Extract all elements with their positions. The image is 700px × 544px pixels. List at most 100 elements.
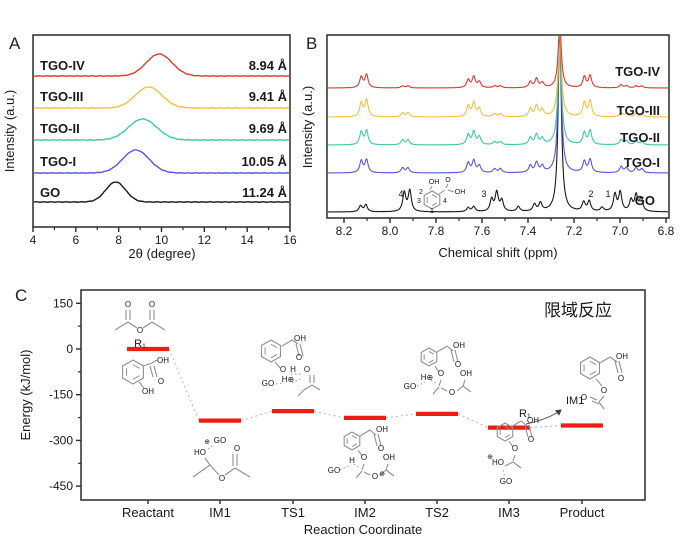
structure-label: O bbox=[581, 393, 587, 402]
structure-label: R₁ bbox=[134, 338, 146, 350]
bond bbox=[524, 424, 529, 438]
structure-label: O bbox=[601, 386, 607, 395]
structure-label: O bbox=[149, 300, 155, 309]
panel-b-letter: B bbox=[306, 34, 317, 53]
inset-structure-label: OH bbox=[455, 189, 466, 196]
level-connector bbox=[168, 348, 200, 421]
structure-label: O bbox=[158, 377, 164, 386]
r1-leaving-label: R₁ bbox=[519, 408, 531, 420]
series-label-TGO-IV: TGO-IV bbox=[40, 58, 85, 73]
structure-label: OH bbox=[616, 352, 628, 361]
x-tick-label: 12 bbox=[198, 233, 212, 247]
structure-label: O bbox=[618, 374, 624, 383]
hydrogen-bond bbox=[291, 377, 303, 384]
ring-inner-bond bbox=[132, 375, 140, 380]
bond bbox=[385, 469, 395, 477]
panel-b-xlabel: Chemical shift (ppm) bbox=[438, 245, 557, 260]
ring-inner-bond bbox=[132, 364, 140, 369]
bond bbox=[510, 420, 522, 428]
x-tick-label: 6 bbox=[72, 233, 79, 247]
category-label-Product: Product bbox=[560, 505, 605, 520]
inset-bond bbox=[438, 189, 446, 195]
structure-label: ⊕ bbox=[487, 454, 493, 461]
nmr-curves bbox=[328, 36, 668, 213]
confined-reaction-annotation: 限域反应 bbox=[544, 301, 612, 320]
series-label-GO: GO bbox=[40, 185, 60, 200]
bond bbox=[379, 469, 387, 476]
panel-a-letter: A bbox=[9, 34, 21, 53]
structure-label: O bbox=[234, 444, 240, 453]
bond bbox=[508, 440, 514, 448]
inset-structure-label: 1 bbox=[430, 208, 434, 215]
y-tick-label: -450 bbox=[49, 479, 73, 493]
structure-label: O bbox=[449, 388, 455, 397]
bond bbox=[614, 360, 619, 374]
bond bbox=[295, 343, 300, 357]
bond bbox=[153, 365, 158, 378]
panel-a-ylabel: Intensity (a.u.) bbox=[2, 90, 17, 172]
bond bbox=[436, 345, 448, 353]
benzene-ring bbox=[496, 422, 514, 442]
bond bbox=[434, 365, 440, 373]
bond bbox=[311, 384, 321, 391]
bond bbox=[450, 349, 455, 363]
d-spacing-TGO-III: 9.41 Å bbox=[249, 89, 288, 104]
bond bbox=[454, 349, 459, 363]
ring-inner-bond bbox=[351, 443, 358, 448]
structure-label: O bbox=[137, 326, 143, 335]
level-connector bbox=[240, 410, 273, 422]
x-tick-label: 14 bbox=[240, 233, 254, 247]
hydrogen-bond bbox=[430, 379, 438, 385]
inset-structure-label: 3 bbox=[417, 198, 421, 205]
x-tick-label: 7.8 bbox=[428, 224, 445, 238]
bond bbox=[446, 345, 454, 352]
structure-label: GO bbox=[262, 379, 274, 388]
structure-label: OH bbox=[383, 453, 395, 462]
structure-label: OH bbox=[157, 356, 169, 365]
x-tick-label: 7.6 bbox=[474, 224, 491, 238]
series-label-TGO-III: TGO-III bbox=[617, 103, 660, 118]
hydrogen-bond bbox=[353, 463, 361, 469]
bond bbox=[142, 321, 153, 329]
category-label-TS2: TS2 bbox=[425, 505, 449, 520]
series-label-TGO-II: TGO-II bbox=[620, 130, 660, 145]
category-label-TS1: TS1 bbox=[281, 505, 305, 520]
x-tick-label: 7.0 bbox=[612, 224, 629, 238]
inset-structure-label: OH bbox=[429, 179, 440, 186]
bond bbox=[299, 343, 304, 357]
bond bbox=[114, 321, 129, 331]
bond bbox=[204, 457, 211, 466]
bond bbox=[598, 395, 605, 403]
bond bbox=[440, 387, 448, 392]
hydrogen-bond bbox=[275, 382, 284, 385]
x-tick-label: 4 bbox=[30, 233, 37, 247]
structure-label: O bbox=[361, 453, 367, 462]
bond bbox=[438, 379, 442, 387]
peak-number-label: 1 bbox=[605, 189, 610, 199]
anhydride-r1: O O O R₁ bbox=[114, 300, 166, 350]
bond bbox=[234, 467, 251, 478]
structure-label: GO bbox=[404, 382, 416, 391]
structure-label: OH bbox=[527, 416, 539, 425]
bond bbox=[274, 361, 281, 369]
ring-inner-bond bbox=[431, 202, 438, 207]
level-connector bbox=[313, 410, 345, 419]
ring-inner-bond bbox=[589, 370, 597, 376]
hydrogen-bond bbox=[416, 381, 426, 387]
xrd-curve-TGO-III bbox=[33, 86, 290, 110]
ring-inner-bond bbox=[431, 193, 438, 198]
structure-label: ⊕ bbox=[204, 439, 210, 446]
peak-number-label: 4 bbox=[398, 189, 403, 199]
structure-label: O bbox=[372, 472, 378, 481]
xrd-curve-TGO-II bbox=[34, 118, 290, 141]
structure-label: O bbox=[378, 444, 384, 453]
bond bbox=[462, 385, 472, 393]
bond bbox=[462, 379, 466, 387]
panel-b-plot: 8.2 8.0 7.8 7.6 7.4 7.2 7.0 6.8 GO TGO-I TGO-II TGO… bbox=[326, 34, 675, 238]
bond bbox=[355, 470, 363, 479]
bond bbox=[192, 464, 211, 478]
level-connector bbox=[457, 413, 489, 429]
nmr-curve-GO bbox=[328, 36, 668, 213]
